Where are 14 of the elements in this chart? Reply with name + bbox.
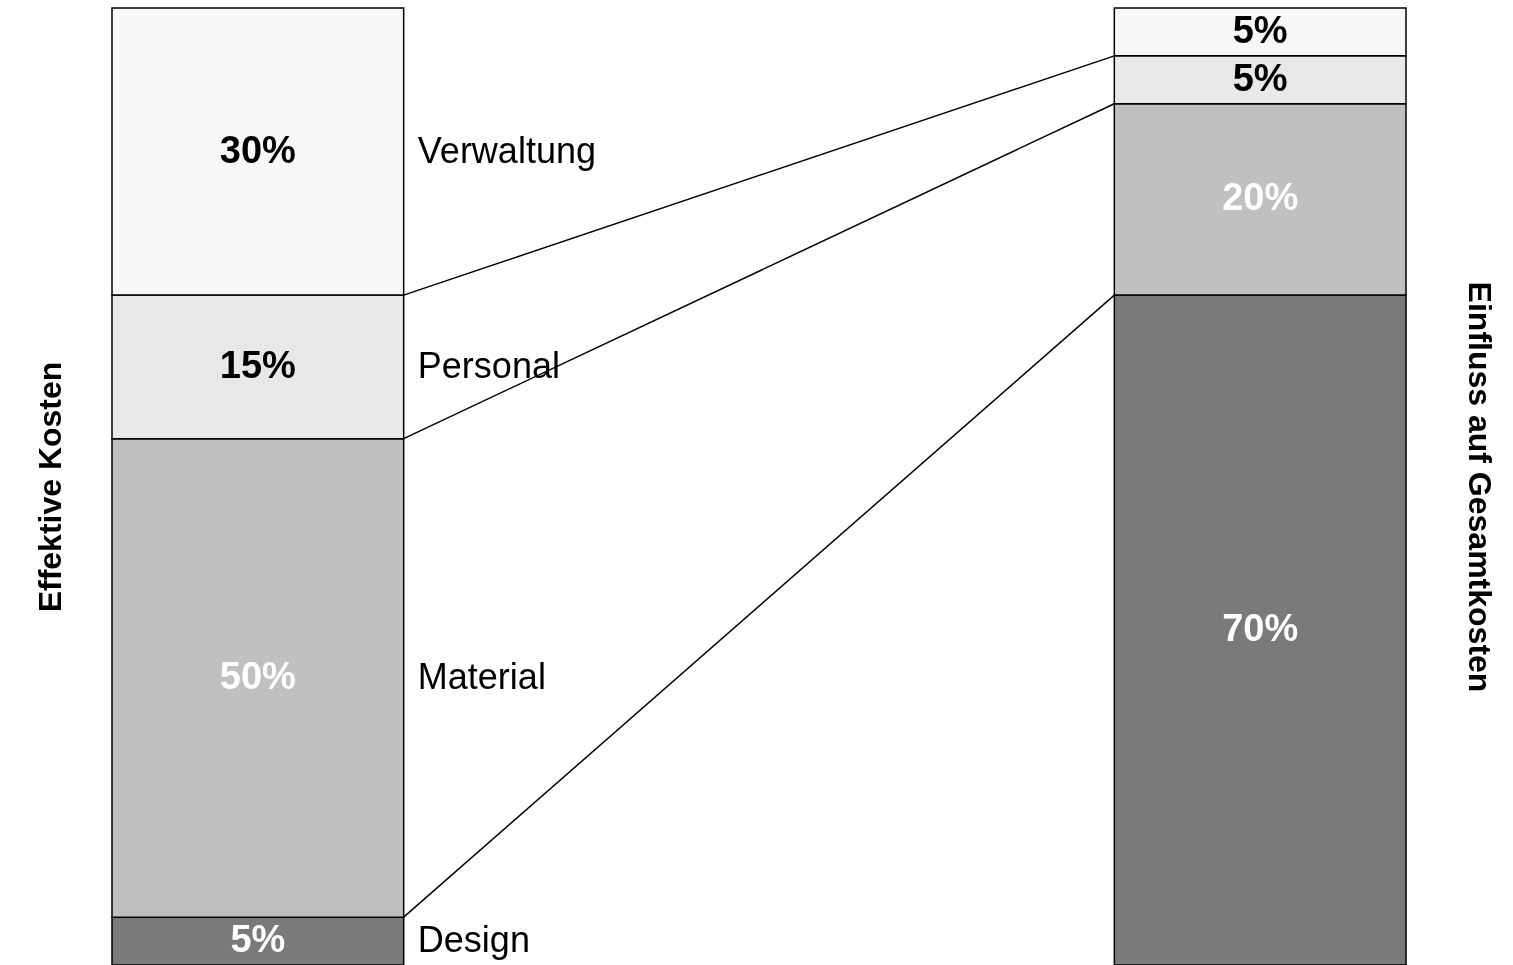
data-label: 15% xyxy=(219,343,296,386)
data-label: 70% xyxy=(1222,607,1299,650)
series-label: Design xyxy=(417,919,530,961)
data-label: 50% xyxy=(219,654,296,697)
y-axis-title: Effektive Kosten xyxy=(31,361,68,613)
series-label: Personal xyxy=(417,344,560,386)
data-label: 30% xyxy=(219,128,296,171)
data-label: 5% xyxy=(230,918,286,961)
series-label: Material xyxy=(417,655,546,697)
series-label: Verwaltung xyxy=(417,129,596,171)
data-label: 5% xyxy=(1232,56,1288,99)
data-label: 20% xyxy=(1222,176,1299,219)
y2-axis-title: Einfluss auf Gesamtkosten xyxy=(1461,281,1498,693)
data-label: 5% xyxy=(1232,8,1288,51)
